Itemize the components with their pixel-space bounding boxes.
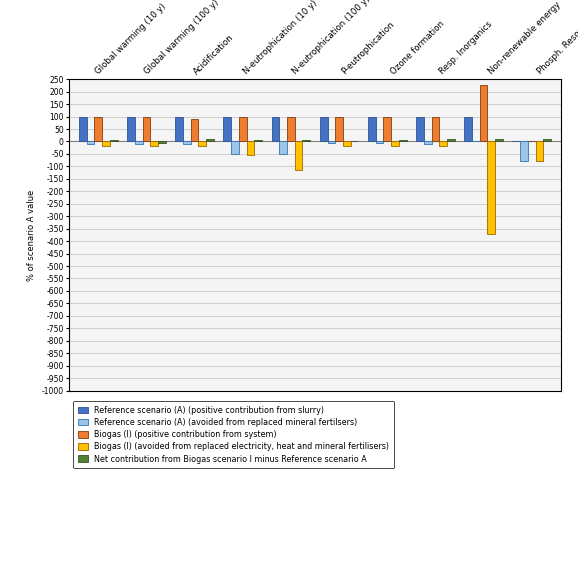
Bar (198, 142, 206, 146)
Bar (279, 142, 287, 154)
Bar (520, 142, 528, 161)
Text: Global warming (10 y): Global warming (10 y) (94, 2, 168, 76)
Bar (376, 142, 383, 144)
Y-axis label: % of scenario A value: % of scenario A value (27, 189, 36, 281)
Bar (143, 117, 150, 142)
Bar (536, 142, 543, 161)
Bar (480, 85, 487, 142)
Bar (302, 140, 310, 142)
Bar (464, 117, 472, 142)
Bar (231, 142, 239, 154)
Bar (335, 117, 343, 142)
Bar (135, 142, 143, 144)
Bar (495, 139, 503, 142)
Bar (254, 140, 262, 142)
Bar (110, 140, 117, 142)
Bar (206, 139, 214, 142)
Bar (272, 117, 279, 142)
Bar (320, 117, 328, 142)
Bar (399, 140, 406, 142)
Bar (102, 142, 110, 146)
Bar (424, 142, 432, 144)
Bar (87, 142, 94, 144)
Bar (439, 142, 447, 146)
Bar (368, 117, 376, 142)
Bar (432, 117, 439, 142)
Text: Acidification: Acidification (192, 33, 236, 76)
Text: Phosph. Resources: Phosph. Resources (536, 13, 578, 76)
Bar (447, 139, 455, 142)
Bar (343, 142, 351, 146)
Bar (287, 117, 295, 142)
Text: Resp. Inorganics: Resp. Inorganics (438, 20, 494, 76)
Bar (247, 142, 254, 155)
Bar (416, 117, 424, 142)
Bar (543, 139, 551, 142)
Text: Ozone formation: Ozone formation (388, 19, 446, 76)
Bar (127, 117, 135, 142)
Text: Non-renewable energy: Non-renewable energy (487, 1, 563, 76)
Bar (383, 117, 391, 142)
Bar (94, 117, 102, 142)
Bar (487, 142, 495, 234)
Bar (239, 117, 247, 142)
Bar (175, 117, 183, 142)
Bar (328, 142, 335, 144)
Text: P-eutrophication: P-eutrophication (340, 20, 396, 76)
Bar (191, 119, 198, 142)
Legend: Reference scenario (A) (positive contribution from slurry), Reference scenario (: Reference scenario (A) (positive contrib… (73, 401, 394, 468)
Text: Global warming (100 y): Global warming (100 y) (143, 0, 221, 76)
Bar (183, 142, 191, 144)
Bar (295, 142, 302, 170)
Text: N-eutrophication (10 y): N-eutrophication (10 y) (242, 0, 318, 76)
Bar (79, 117, 87, 142)
Bar (150, 142, 158, 146)
Text: N-eutrophication (100 y): N-eutrophication (100 y) (291, 0, 372, 76)
Bar (391, 142, 399, 146)
Bar (158, 142, 166, 143)
Bar (224, 117, 231, 142)
